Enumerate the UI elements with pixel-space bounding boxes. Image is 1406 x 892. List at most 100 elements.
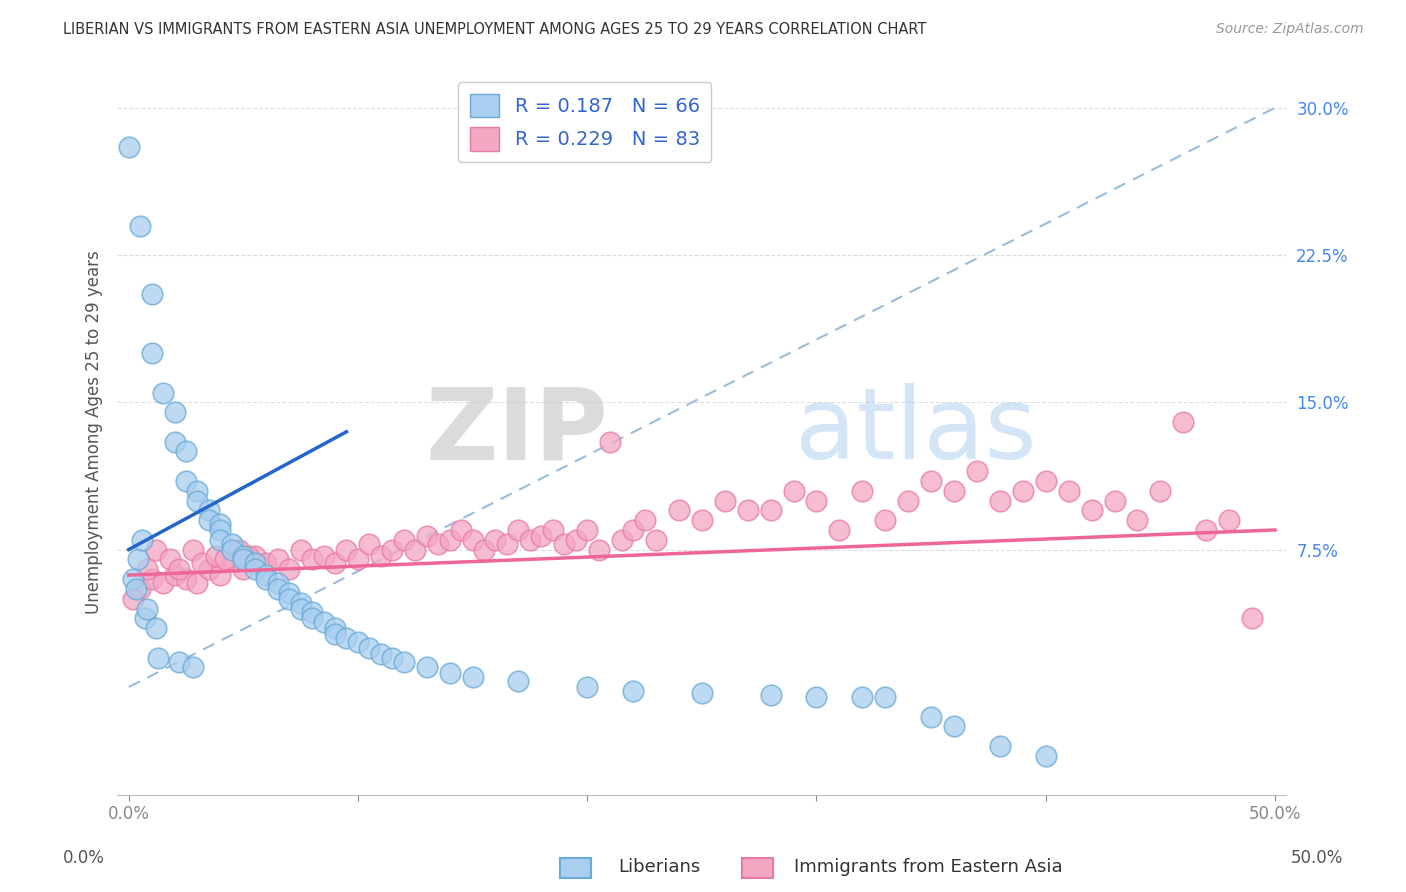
Point [851,690,873,704]
Point [186,483,208,498]
Text: 50.0%: 50.0% [1291,849,1343,867]
Point [943,483,966,498]
Point [136,601,159,615]
Point [588,542,610,557]
Point [335,542,357,557]
Point [278,562,301,576]
Point [163,568,186,582]
Point [323,557,346,571]
Point [943,719,966,733]
Point [621,684,644,698]
Point [174,572,197,586]
Point [1104,493,1126,508]
Point [198,562,221,576]
Point [427,537,450,551]
Point [232,562,254,576]
Point [610,533,633,547]
Point [484,533,506,547]
Point [278,586,301,600]
Point [181,660,204,674]
Point [621,523,644,537]
Point [131,533,153,547]
Point [576,680,599,694]
Point [312,549,335,563]
Text: LIBERIAN VS IMMIGRANTS FROM EASTERN ASIA UNEMPLOYMENT AMONG AGES 25 TO 29 YEARS : LIBERIAN VS IMMIGRANTS FROM EASTERN ASIA… [63,22,927,37]
Point [988,493,1011,508]
Point [141,346,163,360]
Point [461,533,484,547]
Point [127,552,149,566]
Point [737,503,759,517]
Point [243,549,266,563]
Point [359,537,381,551]
Point [1057,483,1080,498]
Point [461,670,484,684]
Point [278,591,301,606]
Point [1080,503,1102,517]
Point [152,385,174,400]
Point [875,513,897,527]
Point [690,686,713,700]
Point [232,549,254,563]
Point [1011,483,1033,498]
Point [1035,748,1057,763]
Point [508,523,530,537]
Text: Immigrants from Eastern Asia: Immigrants from Eastern Asia [794,858,1063,876]
Point [828,523,851,537]
Point [254,568,277,582]
Point [159,552,181,566]
Point [266,576,288,591]
Point [266,552,288,566]
Point [174,474,197,488]
Point [439,533,461,547]
Point [141,287,163,301]
Point [186,493,208,508]
Point [564,533,586,547]
Point [323,621,346,635]
Point [243,557,266,571]
Point [381,542,404,557]
Point [875,690,897,704]
Point [163,434,186,449]
Y-axis label: Unemployment Among Ages 25 to 29 years: Unemployment Among Ages 25 to 29 years [86,250,103,614]
Point [759,503,782,517]
Point [136,562,159,576]
Point [312,615,335,630]
Point [806,690,828,704]
Point [988,739,1011,753]
Point [209,533,232,547]
Point [204,549,226,563]
Point [221,537,243,551]
Point [129,582,152,596]
Point [920,709,942,723]
Point [541,523,564,537]
Point [209,568,232,582]
Point [966,464,988,478]
Point [301,606,323,620]
Point [370,549,392,563]
Point [301,611,323,625]
Legend: R = 0.187   N = 66, R = 0.229   N = 83: R = 0.187 N = 66, R = 0.229 N = 83 [458,82,711,162]
Point [335,631,357,645]
Point [221,552,243,566]
Point [323,627,346,641]
Point [214,552,236,566]
Point [415,660,437,674]
Point [122,591,145,606]
Point [851,483,873,498]
Point [370,647,392,661]
Point [191,557,214,571]
Point [198,513,221,527]
Point [439,666,461,681]
Point [806,493,828,508]
Text: Liberians: Liberians [619,858,700,876]
Point [381,650,404,665]
Point [347,635,370,649]
Point [392,533,415,547]
Point [472,542,495,557]
Point [167,655,190,669]
Point [1173,415,1195,429]
Point [668,503,690,517]
Text: Source: ZipAtlas.com: Source: ZipAtlas.com [1216,22,1364,37]
Point [1126,513,1149,527]
